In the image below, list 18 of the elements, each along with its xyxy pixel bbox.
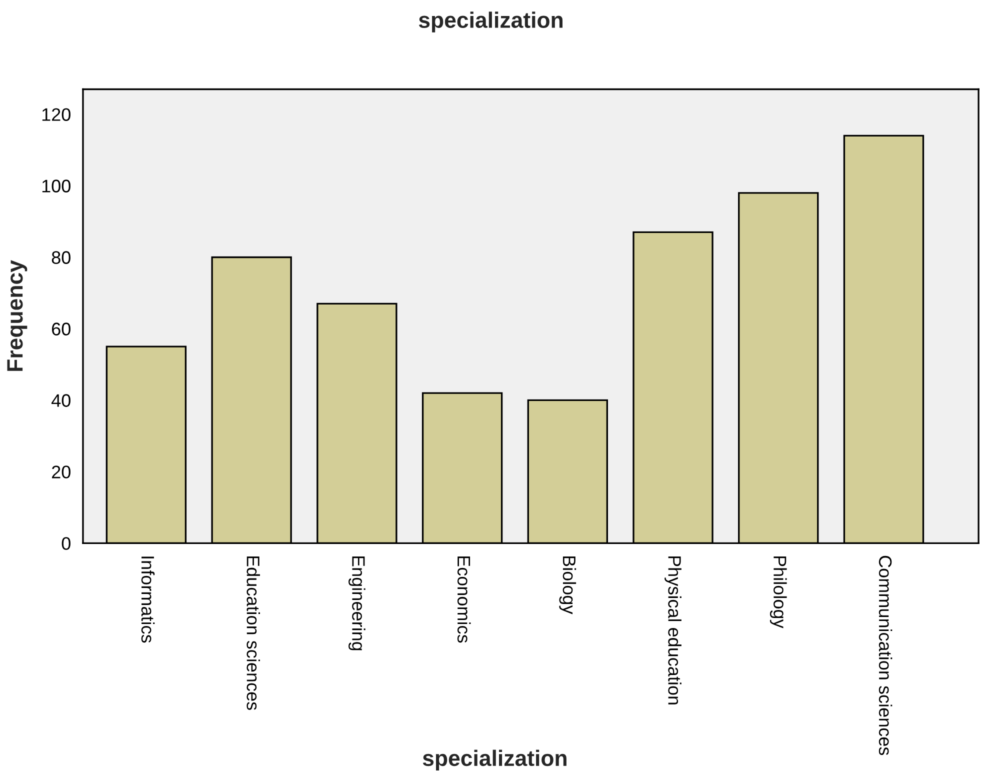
x-tick-label: Communication sciences [878, 556, 892, 756]
chart-title: specialization [418, 12, 562, 32]
x-tick-label: Economics [457, 556, 471, 643]
y-tick-label: 0 [62, 537, 70, 550]
y-axis-title: Frequency [7, 260, 28, 371]
y-tick-label: 120 [42, 108, 70, 121]
y-tick-label: 20 [52, 466, 70, 478]
y-tick-label: 40 [52, 394, 70, 407]
x-tick-label: Engineering [348, 556, 366, 650]
y-tick-label: 100 [42, 180, 70, 192]
x-axis-title: specialization [422, 750, 566, 770]
x-tick-label: Biology [559, 556, 576, 614]
x-tick-label: Informatics [141, 556, 155, 643]
x-tick-label: Physical education [664, 556, 682, 704]
y-tick-label: 80 [52, 251, 70, 264]
x-tick-label: Philology [770, 556, 787, 628]
y-tick-label: 60 [52, 322, 70, 336]
x-tick-label: Education sciences [246, 556, 260, 710]
